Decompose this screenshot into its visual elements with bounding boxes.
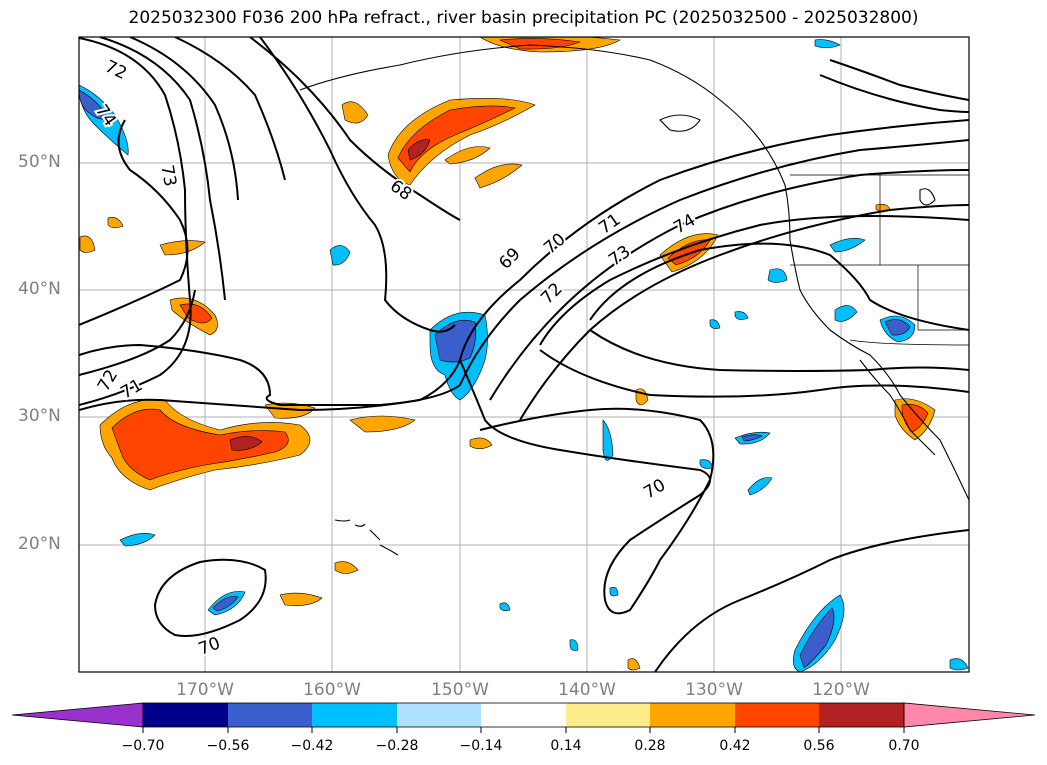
contour-label: 72 bbox=[102, 57, 130, 84]
lon-label: 150°W bbox=[431, 680, 489, 700]
colorbar-tick-label: −0.42 bbox=[290, 738, 334, 754]
colorbar-tick-label: −0.14 bbox=[459, 738, 503, 754]
colorbar-tick-label: 0.56 bbox=[803, 738, 835, 754]
colorbar-cell bbox=[228, 703, 312, 727]
contour-label: 74 bbox=[670, 210, 699, 238]
lat-label: 50°N bbox=[18, 152, 61, 172]
colorbar-cell bbox=[819, 703, 904, 727]
contour-label: 73 bbox=[605, 242, 634, 271]
colorbar-extend-low bbox=[11, 702, 144, 728]
lat-label: 30°N bbox=[18, 406, 61, 426]
gridlines bbox=[79, 37, 969, 672]
colorbar-cell bbox=[397, 703, 481, 727]
colorbar-tick-label: −0.70 bbox=[121, 738, 165, 754]
colorbar-extend-high bbox=[903, 702, 1036, 728]
colorbar-cell bbox=[566, 703, 650, 727]
map-title: 2025032300 F036 200 hPa refract., river … bbox=[128, 8, 919, 28]
lon-label: 130°W bbox=[685, 680, 743, 700]
colorbar-tick-label: 0.70 bbox=[888, 738, 920, 754]
colorbar bbox=[11, 702, 1036, 733]
colorbar-cell bbox=[143, 703, 228, 727]
map-frame bbox=[78, 36, 970, 673]
colorbar-tick-label: −0.56 bbox=[206, 738, 250, 754]
colorbar-cell bbox=[735, 703, 819, 727]
lon-label: 170°W bbox=[176, 680, 234, 700]
contour-label: 70 bbox=[540, 229, 569, 258]
lat-label: 20°N bbox=[18, 534, 61, 554]
colorbar-cell bbox=[650, 703, 735, 727]
colorbar-tick-label: 0.42 bbox=[719, 738, 751, 754]
colorbar-tick-label: −0.28 bbox=[375, 738, 419, 754]
contour-label: 70 bbox=[196, 634, 223, 660]
lon-label: 120°W bbox=[812, 680, 870, 700]
contour-label: 69 bbox=[495, 244, 524, 273]
map-plot-area bbox=[79, 37, 969, 672]
colorbar-cell bbox=[312, 703, 397, 727]
coastlines bbox=[299, 44, 969, 556]
refractivity-contours bbox=[79, 37, 969, 672]
lon-label: 160°W bbox=[303, 680, 361, 700]
lat-label: 40°N bbox=[18, 279, 61, 299]
colorbar-cell bbox=[481, 703, 566, 727]
lon-label: 140°W bbox=[558, 680, 616, 700]
contour-label: 73 bbox=[156, 163, 179, 188]
borders bbox=[790, 174, 969, 346]
precip-positive-shading bbox=[79, 37, 936, 671]
contour-label: 70 bbox=[640, 475, 669, 503]
colorbar-tick-label: 0.14 bbox=[550, 738, 582, 754]
precip-negative-shading bbox=[79, 39, 969, 672]
colorbar-tick-label: 0.28 bbox=[634, 738, 666, 754]
